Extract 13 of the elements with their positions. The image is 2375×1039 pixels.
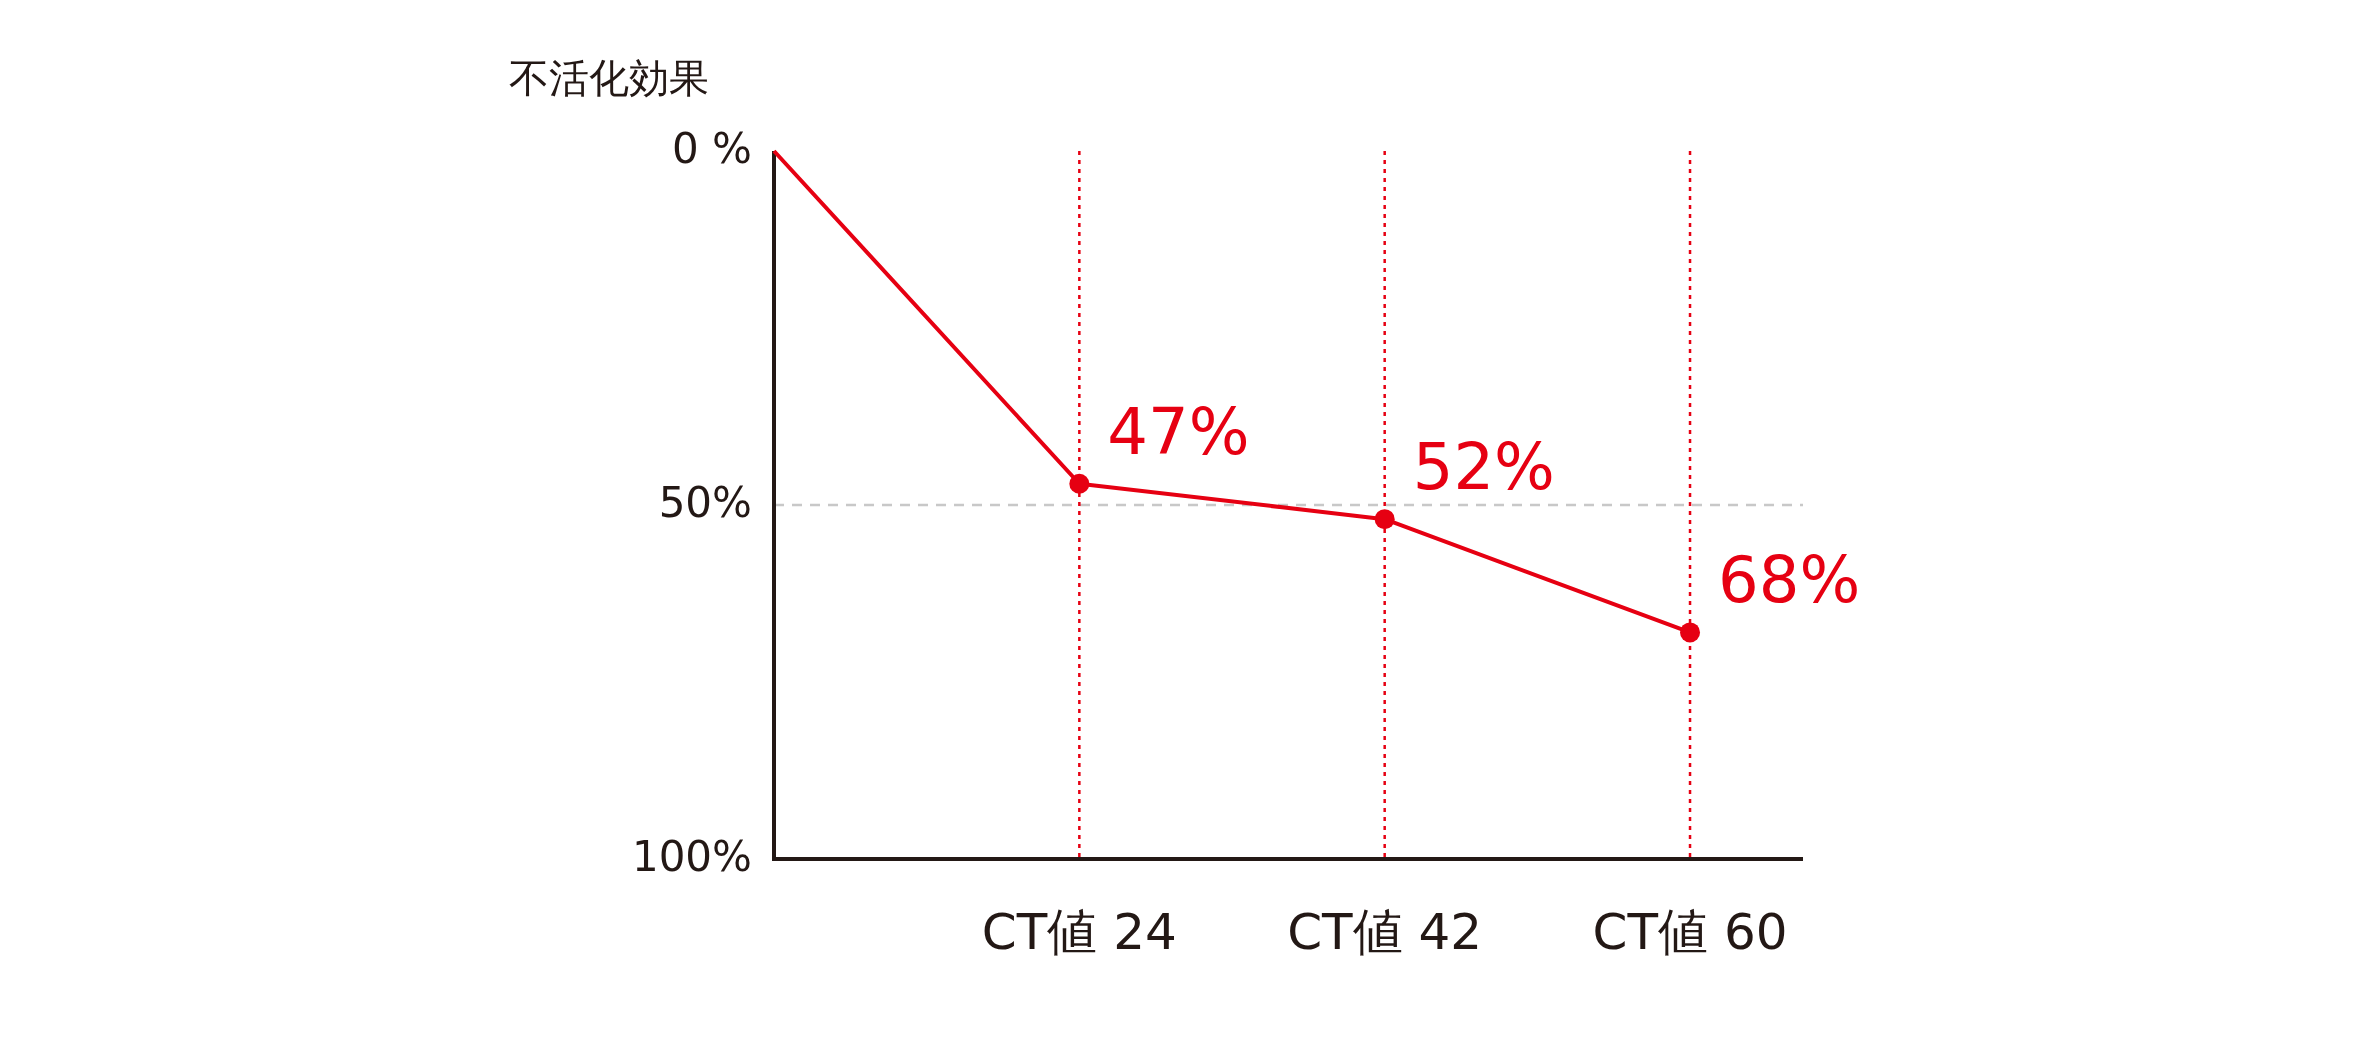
- y-tick-label: 100%: [631, 831, 752, 881]
- x-tick-label: CT値 42: [1287, 903, 1483, 961]
- y-tick-label: 50%: [658, 477, 752, 527]
- x-tick-label: CT値 60: [1592, 903, 1788, 961]
- point: [1069, 473, 1090, 494]
- data-label: 52%: [1412, 430, 1555, 505]
- y-axis-title: 不活化効果: [509, 55, 709, 101]
- y-tick-label: 0 %: [672, 123, 752, 173]
- x-tick-label: CT値 24: [981, 903, 1177, 961]
- data-label: 47%: [1107, 394, 1250, 469]
- point: [1374, 509, 1395, 530]
- data-label: 68%: [1718, 543, 1861, 618]
- point: [1680, 622, 1701, 643]
